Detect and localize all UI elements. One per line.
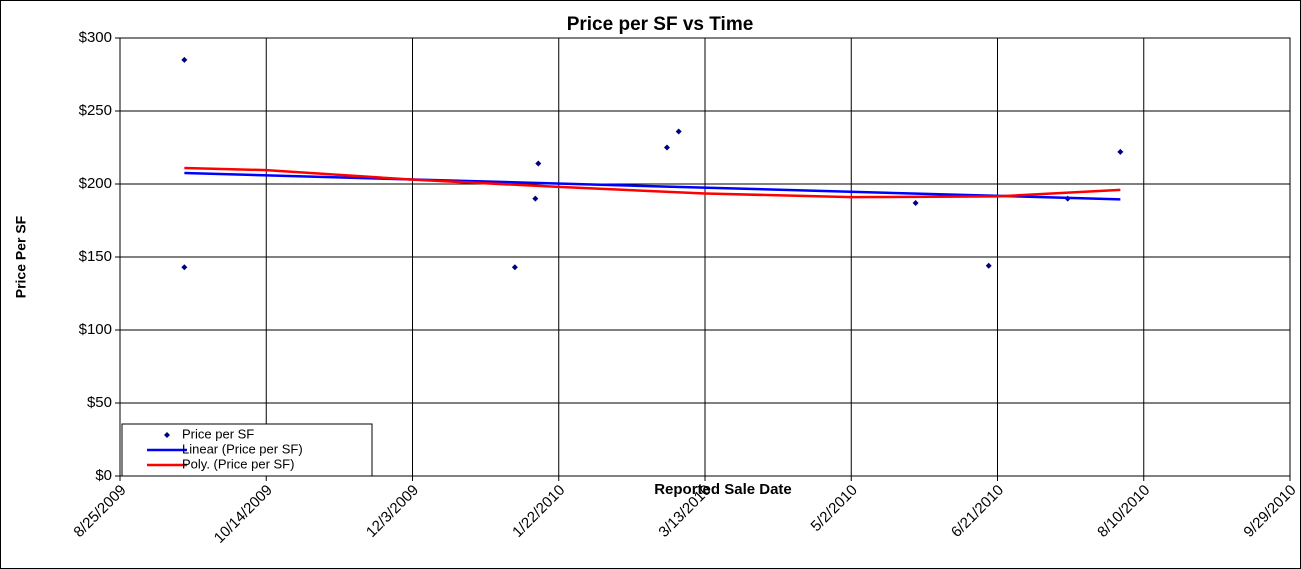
data-point — [675, 128, 682, 135]
trend-line — [184, 171, 1121, 201]
data-point — [181, 264, 188, 271]
y-tick-label: $200 — [79, 175, 112, 192]
trend-line — [184, 166, 1121, 199]
data-point — [181, 56, 188, 63]
legend-box — [121, 423, 373, 477]
y-axis-title: Price Per SF — [13, 215, 29, 298]
y-tick-label: $0 — [95, 467, 112, 484]
data-point — [511, 264, 518, 271]
data-point — [663, 144, 670, 151]
data-point — [985, 262, 992, 269]
y-tick-label: $250 — [79, 102, 112, 119]
legend-label: Poly. (Price per SF) — [182, 456, 294, 471]
data-point — [532, 195, 539, 202]
data-point — [535, 160, 542, 167]
x-axis-title: Reported Sale Date — [654, 481, 792, 498]
data-point — [912, 199, 919, 206]
chart-title: Price per SF vs Time — [567, 14, 754, 35]
y-tick-label: $50 — [87, 394, 112, 411]
y-tick-label: $100 — [79, 321, 112, 338]
y-tick-label: $150 — [79, 248, 112, 265]
legend-label: Linear (Price per SF) — [182, 441, 303, 456]
data-point — [1117, 148, 1124, 155]
legend-label: Price per SF — [182, 426, 254, 441]
y-tick-label: $300 — [79, 29, 112, 46]
legend-marker — [164, 432, 170, 438]
